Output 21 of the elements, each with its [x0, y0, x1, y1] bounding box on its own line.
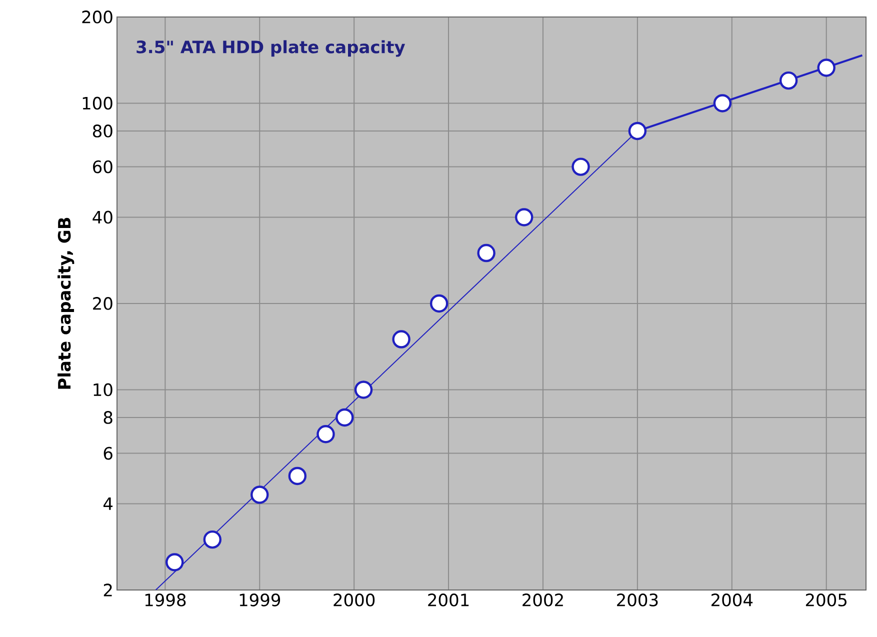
x-tick-label: 1999: [240, 594, 280, 606]
y-tick-label: 40: [92, 210, 112, 224]
y-tick-label: 60: [93, 160, 112, 174]
x-tick-label: 1998: [145, 594, 186, 606]
y-tick-label: 200: [82, 10, 112, 24]
x-tick-label: 2000: [334, 594, 375, 606]
y-tick-label: 4: [103, 498, 113, 510]
x-tick-label: 2001: [428, 594, 469, 606]
x-tick-label: 2002: [522, 594, 563, 606]
x-tick-label: 2003: [617, 594, 658, 606]
x-tick-label: 2005: [806, 594, 846, 606]
x-tick-label: 2004: [712, 594, 753, 606]
text: 3.5" ATA HDD plate capacity: [136, 40, 406, 57]
y-tick-label: 80: [92, 124, 112, 138]
y-tick-label: 10: [94, 383, 112, 396]
y-axis-title: Plate capacity, GB: [58, 218, 74, 389]
y-tick-label: 2: [104, 584, 112, 596]
y-tick-label: 20: [93, 297, 112, 310]
y-tick-label: 8: [104, 411, 112, 424]
y-tick-label: 100: [82, 96, 112, 110]
y-tick-label: 6: [104, 446, 112, 460]
